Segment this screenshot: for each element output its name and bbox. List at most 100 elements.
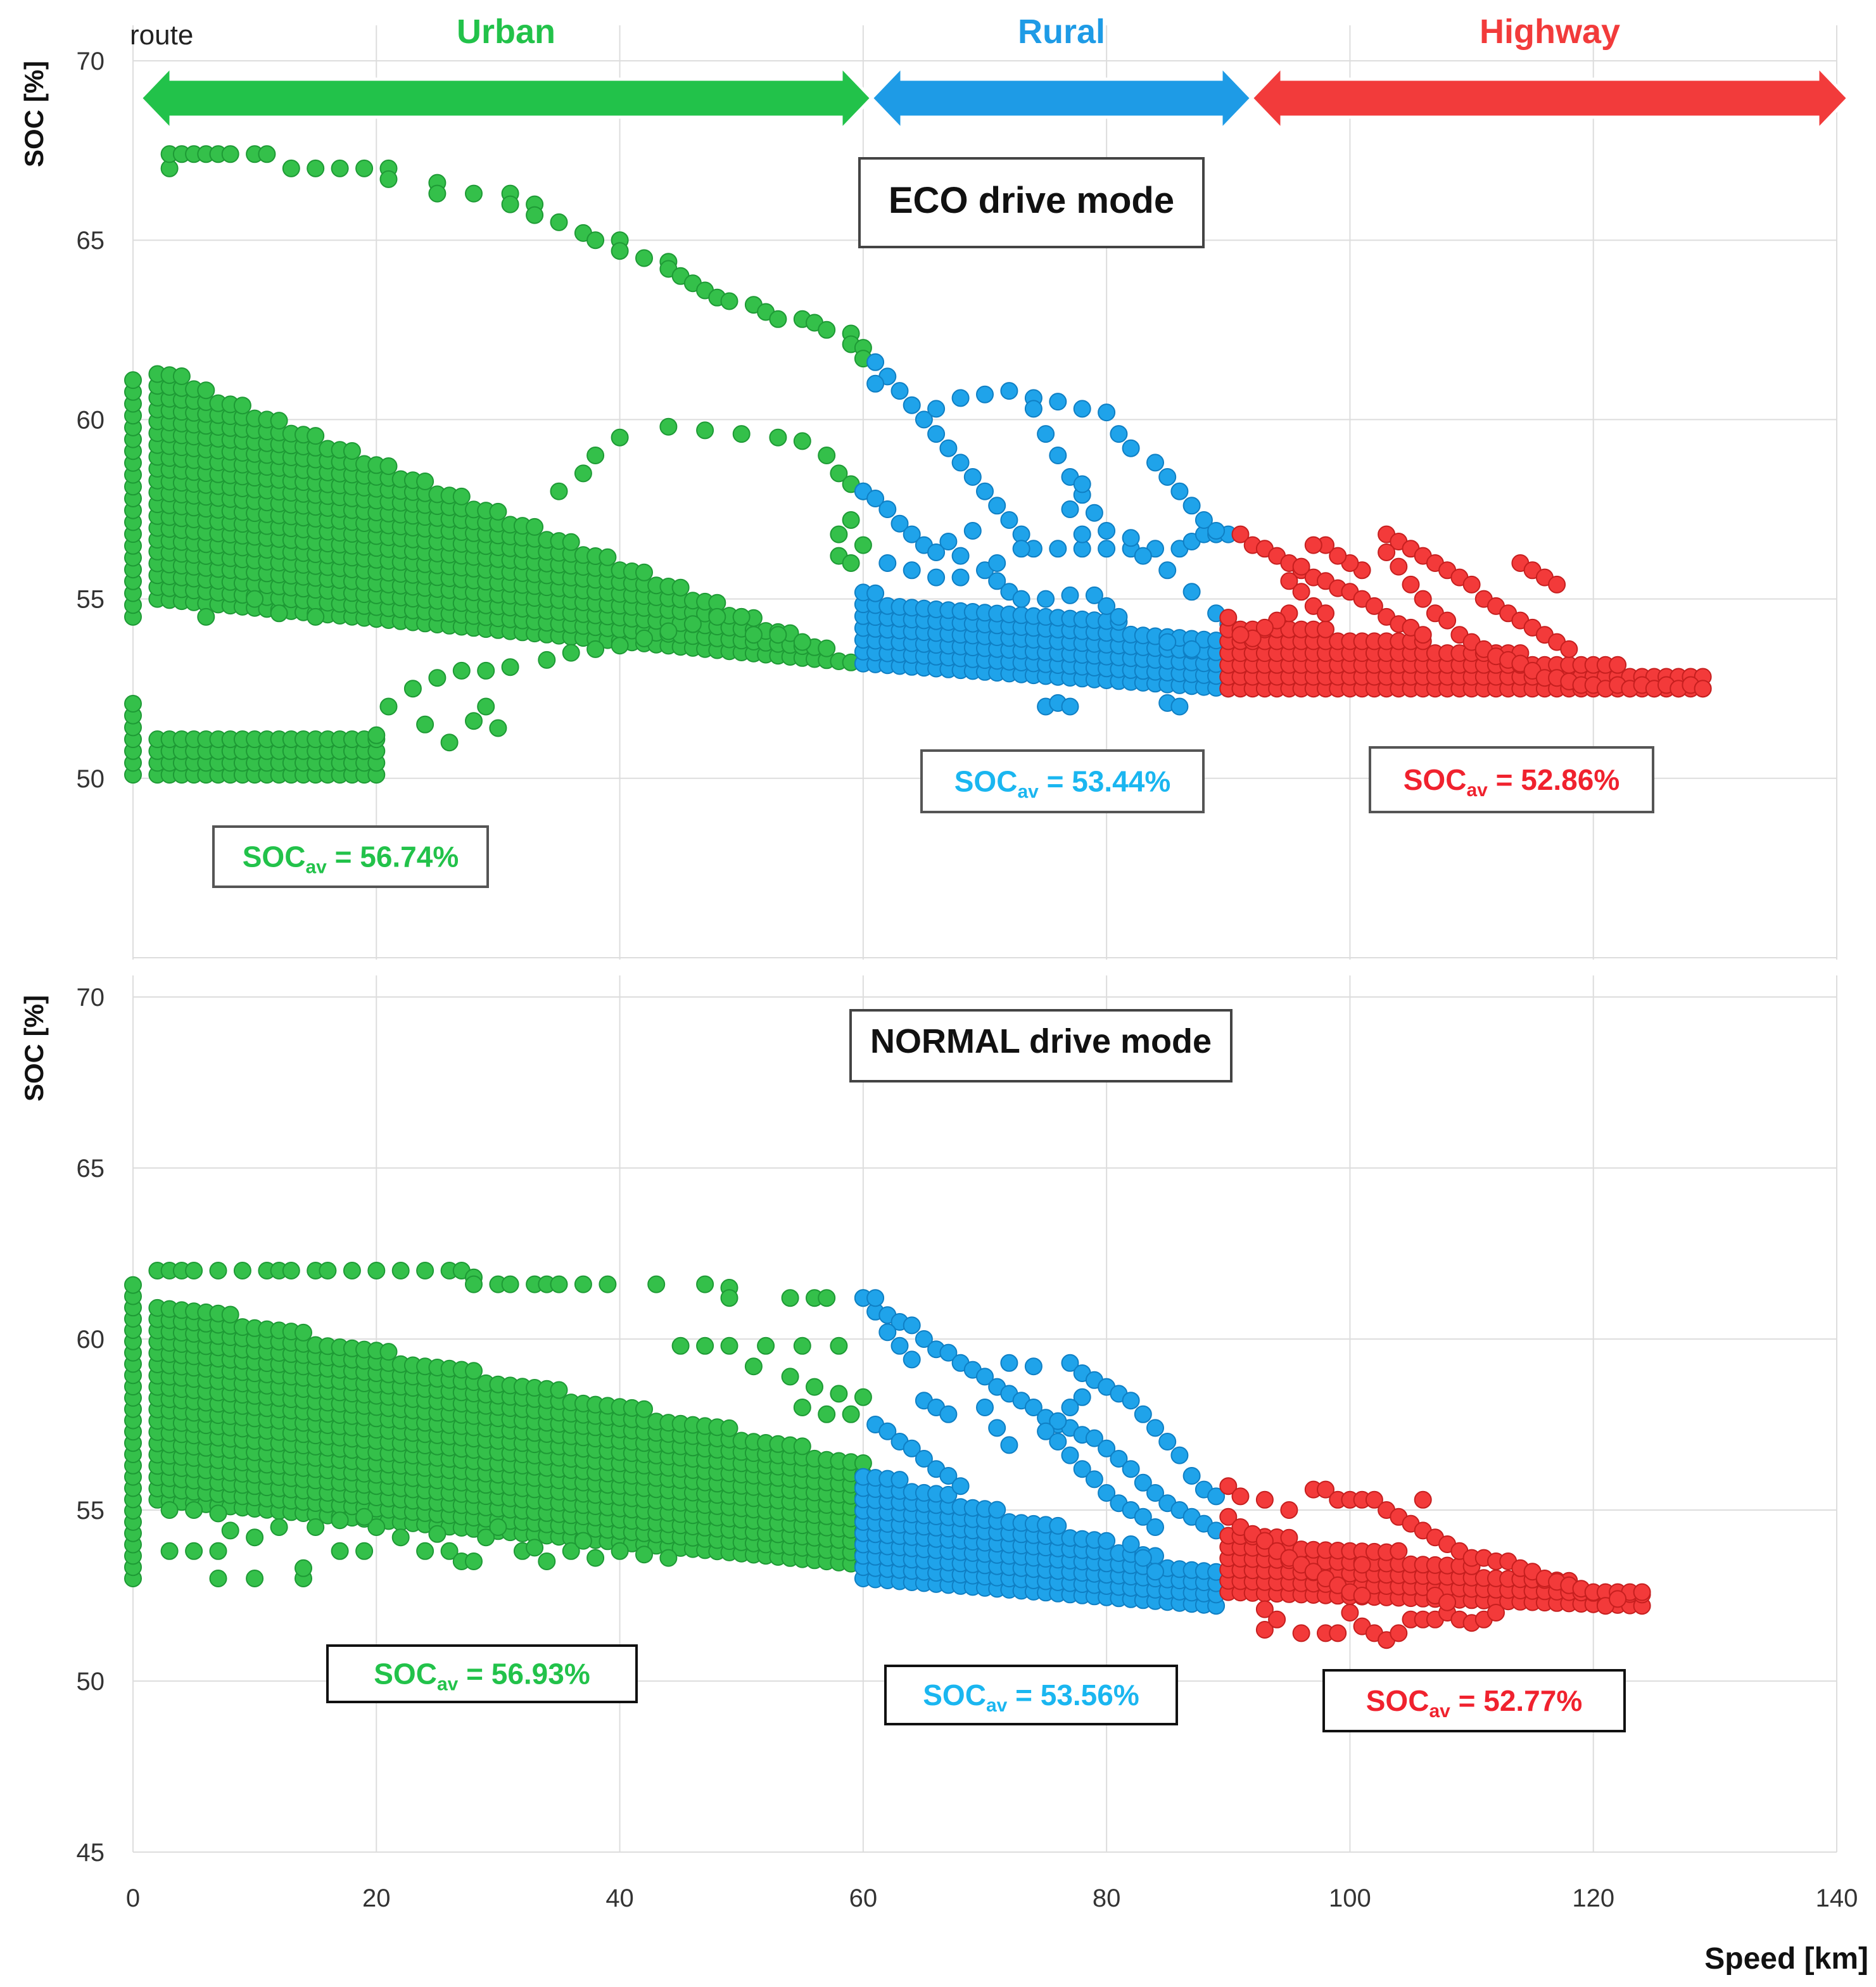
data-point-rural <box>890 1471 909 1489</box>
data-point-highway <box>1255 618 1274 637</box>
data-point-rural <box>1049 540 1067 558</box>
data-point-rural <box>951 1477 970 1495</box>
x-tick-label: 140 <box>1816 1884 1858 1912</box>
soc-average-box-urban <box>212 825 489 888</box>
data-point-highway <box>1365 1490 1383 1509</box>
data-point-urban <box>586 231 605 250</box>
data-point-urban <box>489 502 507 521</box>
data-point-rural <box>1085 1470 1103 1489</box>
data-point-urban <box>793 1437 811 1456</box>
data-point-urban <box>307 1518 325 1536</box>
data-point-urban <box>818 1405 836 1423</box>
data-point-urban <box>854 1388 872 1406</box>
data-point-urban <box>246 590 264 608</box>
data-point-rural <box>1122 1535 1140 1553</box>
data-point-urban <box>793 1336 811 1355</box>
data-point-rural <box>1158 561 1177 580</box>
data-point-rural <box>1098 540 1116 558</box>
data-point-rural <box>1182 640 1201 658</box>
data-point-urban <box>611 1542 629 1560</box>
data-point-rural <box>939 533 958 550</box>
data-point-rural <box>866 353 885 371</box>
data-point-highway <box>1280 572 1298 590</box>
data-point-rural <box>927 425 946 443</box>
data-point-rural <box>1098 1484 1116 1502</box>
data-point-urban <box>830 525 848 543</box>
data-point-rural <box>1182 1467 1201 1485</box>
data-point-urban <box>246 1528 264 1547</box>
route-label-urban: Urban <box>457 13 555 51</box>
data-point-urban <box>659 622 678 640</box>
data-point-urban <box>842 554 860 572</box>
data-point-urban <box>367 1262 386 1279</box>
data-point-rural <box>1122 439 1140 457</box>
data-point-urban <box>806 1378 823 1396</box>
data-point-urban <box>818 639 836 657</box>
data-point-rural <box>903 1439 921 1457</box>
data-point-urban <box>818 321 836 339</box>
data-point-urban <box>659 1549 678 1567</box>
data-point-urban <box>172 367 191 385</box>
soc-average-text-highway: SOCav = 52.86% <box>1404 763 1620 801</box>
data-point-rural <box>903 396 921 414</box>
data-point-urban <box>854 536 872 554</box>
data-point-urban <box>830 1336 848 1355</box>
data-point-rural <box>927 568 946 587</box>
data-point-urban <box>343 1262 361 1279</box>
data-point-highway <box>1231 1487 1250 1506</box>
data-point-highway <box>1353 1587 1371 1604</box>
data-point-rural <box>1182 583 1201 601</box>
data-point-urban <box>562 533 580 551</box>
data-point-rural <box>1037 590 1055 608</box>
data-point-urban <box>355 1542 374 1560</box>
data-point-rural <box>1061 697 1079 716</box>
data-point-urban <box>781 1289 799 1307</box>
data-point-rural <box>878 500 897 518</box>
data-point-highway <box>1487 1604 1505 1622</box>
data-point-urban <box>683 615 702 633</box>
data-point-urban <box>793 1399 811 1416</box>
y-tick-label: 55 <box>77 586 105 614</box>
y-tick-label: 60 <box>77 1326 105 1354</box>
data-point-rural <box>1037 1422 1055 1440</box>
route-banner: route Urban Rural Highway <box>130 13 1851 134</box>
data-point-rural <box>903 1350 921 1369</box>
data-point-urban <box>270 1518 288 1536</box>
x-tick-label: 120 <box>1572 1884 1614 1912</box>
data-point-highway <box>1255 1600 1274 1618</box>
y-axis-title: SOC [%] <box>19 61 49 167</box>
data-point-rural <box>866 490 885 507</box>
data-point-rural <box>1158 633 1177 651</box>
data-point-highway <box>1219 1477 1238 1495</box>
data-point-highway <box>1438 611 1457 630</box>
data-point-rural <box>1073 525 1091 543</box>
y-tick-label: 50 <box>77 765 105 793</box>
data-point-urban <box>185 1542 203 1560</box>
data-point-rural <box>939 439 958 457</box>
data-point-rural <box>1049 447 1067 464</box>
data-point-urban <box>295 1323 312 1342</box>
data-point-rural <box>1146 454 1164 472</box>
data-point-urban <box>757 1336 775 1355</box>
data-point-highway <box>1231 626 1250 644</box>
data-point-urban <box>416 1262 434 1279</box>
data-point-urban <box>599 1275 617 1293</box>
soc-average-text-highway: SOCav = 52.77% <box>1366 1684 1583 1722</box>
data-point-urban <box>428 669 447 687</box>
data-point-urban <box>635 1400 653 1418</box>
data-point-rural <box>1170 482 1189 500</box>
data-point-rural <box>1195 511 1213 529</box>
data-point-rural <box>1110 425 1128 443</box>
data-point-urban <box>696 1336 714 1355</box>
y-tick-label: 50 <box>77 1668 105 1696</box>
data-point-rural <box>1085 504 1103 522</box>
data-point-urban <box>586 1549 605 1567</box>
data-point-rural <box>1170 1446 1189 1464</box>
data-point-rural <box>1024 400 1043 418</box>
data-point-rural <box>1085 1429 1103 1447</box>
data-point-urban <box>781 1368 799 1386</box>
data-point-highway <box>1219 609 1238 627</box>
data-point-rural <box>1024 1357 1043 1376</box>
data-point-urban <box>331 1511 349 1530</box>
data-point-urban <box>416 715 434 733</box>
